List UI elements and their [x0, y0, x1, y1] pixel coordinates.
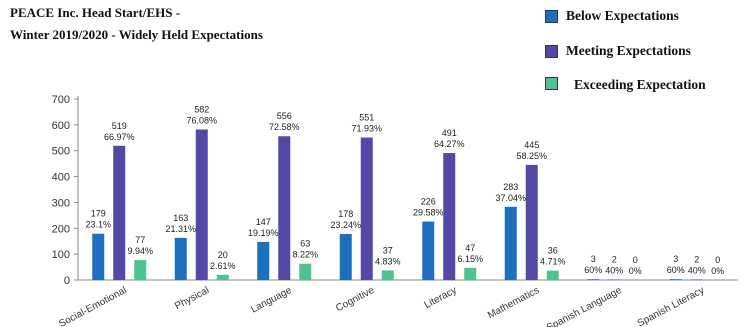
bar — [504, 206, 517, 280]
data-label-value: 163 — [173, 213, 188, 223]
data-label-percent: 60% — [584, 265, 602, 275]
data-label-percent: 21.31% — [165, 224, 196, 234]
bar — [669, 279, 682, 280]
data-label-percent: 58.25% — [516, 151, 547, 161]
bar — [92, 233, 105, 280]
data-label-value: 47 — [465, 243, 475, 253]
data-label-percent: 0% — [629, 266, 642, 276]
data-label-value: 556 — [277, 111, 292, 121]
y-tick-label: 500 — [52, 146, 70, 158]
data-label-value: 20 — [218, 250, 228, 260]
bar — [134, 260, 147, 280]
data-label-percent: 23.1% — [85, 220, 111, 230]
legend-label-exceeding: Exceeding Expectation — [574, 77, 706, 92]
bar — [464, 267, 477, 280]
data-label-value: 3 — [591, 254, 596, 264]
data-label-value: 519 — [112, 121, 127, 131]
data-label-value: 445 — [524, 140, 539, 150]
chart-title-line-1: PEACE Inc. Head Start/EHS - — [10, 5, 181, 20]
y-tick-label: 300 — [52, 197, 70, 209]
data-label-value: 179 — [91, 209, 106, 219]
data-label-value: 77 — [135, 235, 145, 245]
data-label-percent: 76.08% — [186, 116, 217, 126]
x-tick-label: Cognitive — [334, 285, 376, 314]
x-tick-label: Spanish Literacy — [636, 285, 706, 327]
data-label-value: 0 — [633, 255, 638, 265]
bar — [690, 279, 703, 280]
bar — [443, 153, 456, 280]
data-label-percent: 64.27% — [434, 139, 465, 149]
bar — [174, 237, 187, 280]
y-tick-label: 600 — [52, 120, 70, 132]
chart-title-line-2: Winter 2019/2020 - Widely Held Expectati… — [10, 27, 263, 42]
data-label-value: 2 — [694, 254, 699, 264]
data-label-percent: 71.93% — [351, 124, 382, 134]
x-tick-label: Social-Emotional — [57, 285, 128, 327]
bar — [381, 270, 394, 280]
data-label-value: 2 — [612, 254, 617, 264]
legend-label-meeting: Meeting Expectations — [566, 43, 691, 58]
data-label-percent: 37.04% — [495, 193, 526, 203]
data-label-value: 3 — [673, 254, 678, 264]
legend-swatch-exceeding — [545, 77, 558, 90]
legend-swatch-below — [545, 10, 558, 23]
bar — [525, 164, 538, 280]
x-tick-label: Physical — [173, 285, 211, 312]
data-label-percent: 66.97% — [104, 132, 135, 142]
data-label-percent: 23.24% — [330, 220, 361, 230]
legend-label-below: Below Expectations — [566, 8, 679, 23]
bar — [299, 263, 312, 280]
bar — [216, 274, 229, 280]
bar — [195, 129, 208, 280]
bar — [339, 233, 352, 280]
bar — [608, 279, 621, 280]
data-label-value: 491 — [442, 128, 457, 138]
data-label-percent: 8.22% — [292, 250, 318, 260]
data-label-percent: 40% — [688, 265, 706, 275]
legend-swatch-meeting — [545, 45, 558, 58]
data-label-value: 283 — [503, 182, 518, 192]
x-tick-label: Mathematics — [486, 285, 541, 321]
y-tick-label: 700 — [52, 94, 70, 106]
y-tick-label: 200 — [52, 223, 70, 235]
bar — [257, 241, 270, 280]
data-label-value: 551 — [359, 113, 374, 123]
data-label-value: 147 — [256, 217, 271, 227]
bar — [546, 270, 559, 280]
data-label-percent: 19.19% — [248, 228, 279, 238]
data-label-percent: 9.94% — [127, 246, 153, 256]
data-label-percent: 40% — [605, 265, 623, 275]
data-label-value: 0 — [715, 255, 720, 265]
data-label-value: 178 — [338, 209, 353, 219]
data-label-value: 37 — [383, 245, 393, 255]
data-label-percent: 6.15% — [457, 254, 483, 264]
data-label-value: 226 — [421, 197, 436, 207]
y-tick-label: 400 — [52, 172, 70, 184]
data-label-percent: 60% — [667, 265, 685, 275]
bar — [587, 279, 600, 280]
data-label-value: 582 — [194, 105, 209, 115]
y-tick-label: 100 — [52, 249, 70, 261]
data-label-percent: 2.61% — [210, 261, 236, 271]
data-label-percent: 29.58% — [413, 208, 444, 218]
data-label-percent: 72.58% — [269, 122, 300, 132]
bar — [278, 136, 291, 280]
data-label-percent: 4.83% — [375, 256, 401, 266]
bar — [113, 145, 126, 280]
bar — [360, 137, 373, 280]
data-label-value: 36 — [548, 246, 558, 256]
y-tick-label: 0 — [64, 275, 70, 287]
data-label-percent: 4.71% — [540, 257, 566, 267]
x-tick-label: Spanish Language — [545, 285, 624, 327]
bar — [422, 221, 435, 280]
data-label-percent: 0% — [711, 266, 724, 276]
data-label-value: 63 — [300, 239, 310, 249]
x-tick-label: Literacy — [423, 285, 459, 311]
x-tick-label: Language — [249, 285, 294, 316]
